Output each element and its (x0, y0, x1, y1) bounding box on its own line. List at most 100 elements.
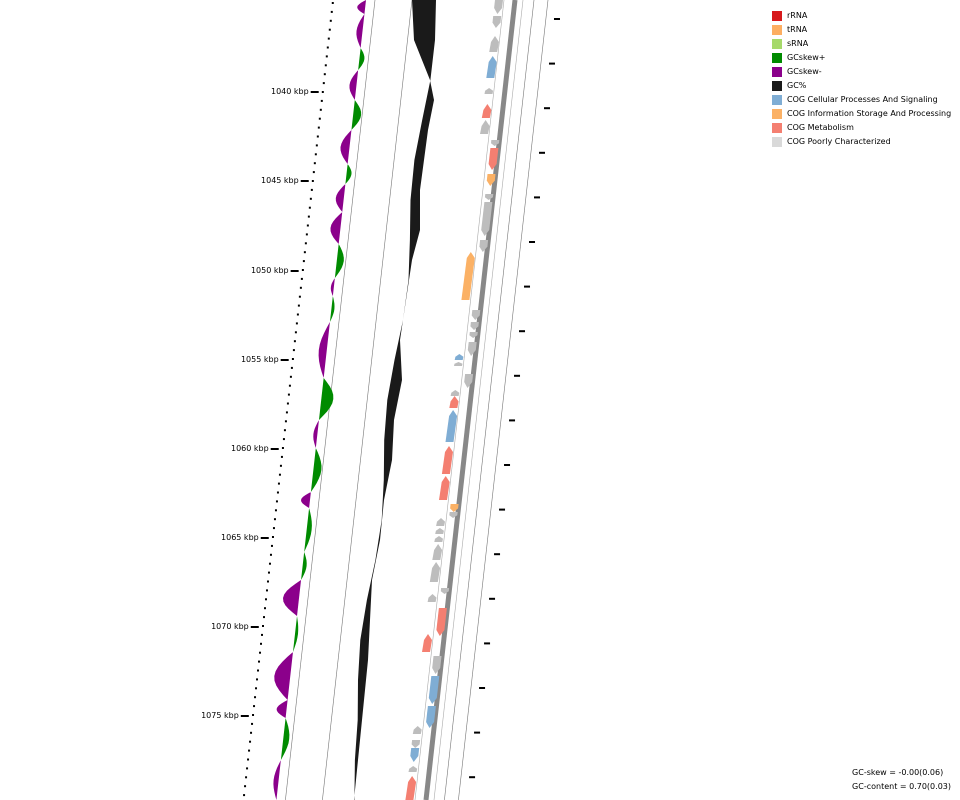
cds-feature (467, 342, 477, 356)
gc-content-stat: GC-content = 0.70(0.03) (852, 782, 951, 791)
outer-tick (494, 553, 501, 556)
tick-label: 1040 kbp (271, 87, 309, 96)
legend-label: sRNA (787, 39, 809, 48)
minor-tick (289, 375, 292, 378)
legend-swatch (772, 39, 782, 49)
legend-swatch (772, 95, 782, 105)
legend-label: COG Information Storage And Processing (787, 109, 952, 118)
cds-feature (412, 726, 422, 734)
cds-feature (479, 240, 489, 252)
outer-tick (484, 642, 491, 645)
gc-skew-negative (356, 14, 365, 48)
minor-tick (283, 429, 286, 432)
gc-skew-positive (318, 378, 334, 420)
cds-feature (439, 476, 450, 500)
outer-line (433, 0, 524, 800)
minor-tick (322, 82, 325, 85)
legend-swatch (772, 123, 782, 133)
cds-feature (461, 252, 475, 300)
minor-tick (245, 776, 248, 779)
gc-skew-negative (340, 130, 352, 164)
minor-tick (310, 188, 313, 191)
cds-feature (449, 512, 458, 518)
gc-skew-positive (310, 448, 322, 492)
minor-tick (264, 598, 267, 601)
minor-tick (330, 10, 333, 13)
major-tick (260, 537, 269, 539)
minor-tick (304, 242, 307, 245)
tick-label: 1075 kbp (201, 711, 239, 720)
gc-skew-positive (334, 244, 344, 278)
minor-tick (280, 455, 283, 458)
minor-tick (257, 669, 260, 672)
major-tick (280, 359, 289, 361)
cds-feature (480, 120, 490, 134)
legend-item-trna: tRNA (772, 23, 951, 37)
major-tick (250, 626, 259, 628)
gc-skew-track (273, 0, 366, 800)
track-line (444, 0, 535, 800)
minor-tick (268, 562, 271, 565)
minor-tick (244, 785, 247, 788)
major-ticks (240, 91, 319, 717)
legend-swatch (772, 67, 782, 77)
minor-tick (318, 117, 321, 120)
minor-tick (272, 527, 275, 530)
minor-tick (326, 46, 329, 49)
minor-tick (319, 108, 322, 111)
minor-tick (298, 295, 301, 298)
tick-label: 1055 kbp (241, 355, 279, 364)
minor-tick (328, 28, 331, 31)
cds-feature (486, 56, 497, 78)
track-line (458, 0, 549, 800)
minor-tick (288, 384, 291, 387)
legend-item-rrna: rRNA (772, 9, 951, 23)
cds-feature (405, 776, 417, 800)
legend-label: COG Metabolism (787, 123, 854, 132)
outer-tick (529, 241, 536, 243)
minor-tick (258, 660, 261, 663)
summary-stats: GC-skew = -0.00(0.06) GC-content = 0.70(… (852, 766, 951, 794)
backbone-line (414, 0, 524, 800)
minor-tick (248, 749, 251, 752)
minor-tick (294, 331, 297, 334)
minor-tick (315, 144, 318, 147)
minor-tick (276, 491, 279, 494)
legend-swatch (772, 53, 782, 63)
minor-tick (262, 625, 264, 627)
cds-features (405, 0, 503, 800)
cds-feature (470, 322, 479, 330)
minor-tick (260, 642, 263, 645)
minor-tick (321, 91, 324, 93)
minor-tick (292, 349, 295, 352)
cds-feature (411, 740, 421, 748)
outer-tick (538, 151, 545, 154)
minor-tick (293, 340, 296, 343)
outer-tick (514, 374, 521, 377)
tick-label: 1050 kbp (251, 266, 289, 275)
outer-tick (499, 508, 506, 511)
minor-tick (253, 705, 256, 708)
outer-tick (524, 285, 531, 288)
legend-label: COG Poorly Characterized (787, 137, 891, 146)
cds-feature (488, 148, 499, 170)
legend-label: GC% (787, 81, 807, 90)
outer-tick (509, 419, 516, 422)
gc-skew-positive (358, 48, 365, 70)
cds-feature (410, 748, 420, 762)
minor-tick (303, 251, 306, 254)
cds-feature (422, 634, 432, 652)
cds-feature (450, 504, 459, 512)
cds-feature (432, 544, 443, 560)
gc-content-band (354, 0, 436, 800)
minor-tick (263, 607, 266, 610)
cds-feature (492, 16, 502, 28)
cds-feature (489, 36, 499, 52)
minor-tick (301, 269, 304, 271)
minor-ticks (243, 2, 334, 797)
gc-skew-negative (330, 212, 343, 244)
cds-feature (435, 528, 444, 534)
minor-tick (324, 64, 327, 67)
gc-skew-negative (349, 70, 359, 100)
